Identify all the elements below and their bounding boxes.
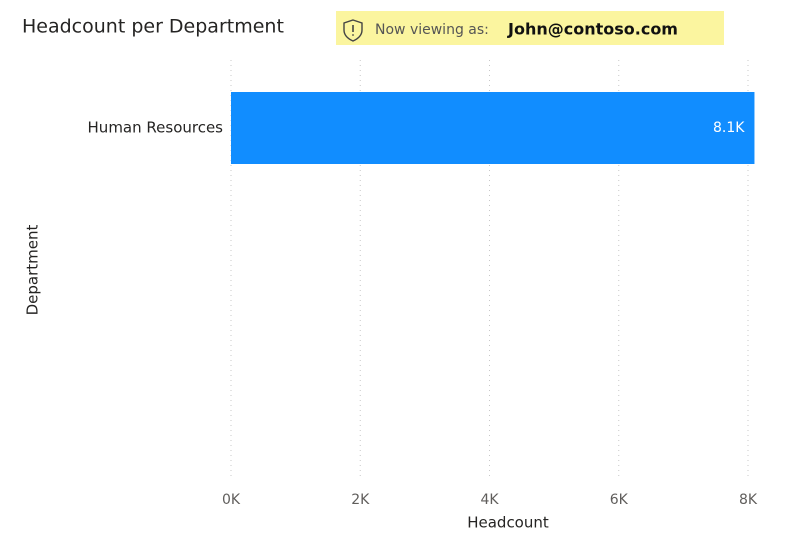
viewing-banner: Now viewing as: John@contoso.com xyxy=(336,11,724,45)
x-tick-label: 4K xyxy=(480,492,499,508)
x-tick-label: 8K xyxy=(739,492,758,508)
shield-dot xyxy=(352,34,354,36)
banner-background xyxy=(336,11,724,45)
x-tick-label: 6K xyxy=(610,492,629,508)
x-axis-label: Headcount xyxy=(467,514,549,532)
banner-label: Now viewing as: xyxy=(375,22,489,38)
x-tick-label: 0K xyxy=(222,492,241,508)
y-tick-label: Human Resources xyxy=(88,119,224,137)
chart-title: Headcount per Department xyxy=(22,16,284,38)
banner-user: John@contoso.com xyxy=(507,20,678,39)
shield-icon xyxy=(343,19,363,42)
bar xyxy=(231,92,755,164)
x-tick-label: 2K xyxy=(351,492,370,508)
data-label: 8.1K xyxy=(713,120,745,136)
y-axis-label: Department xyxy=(24,225,42,316)
